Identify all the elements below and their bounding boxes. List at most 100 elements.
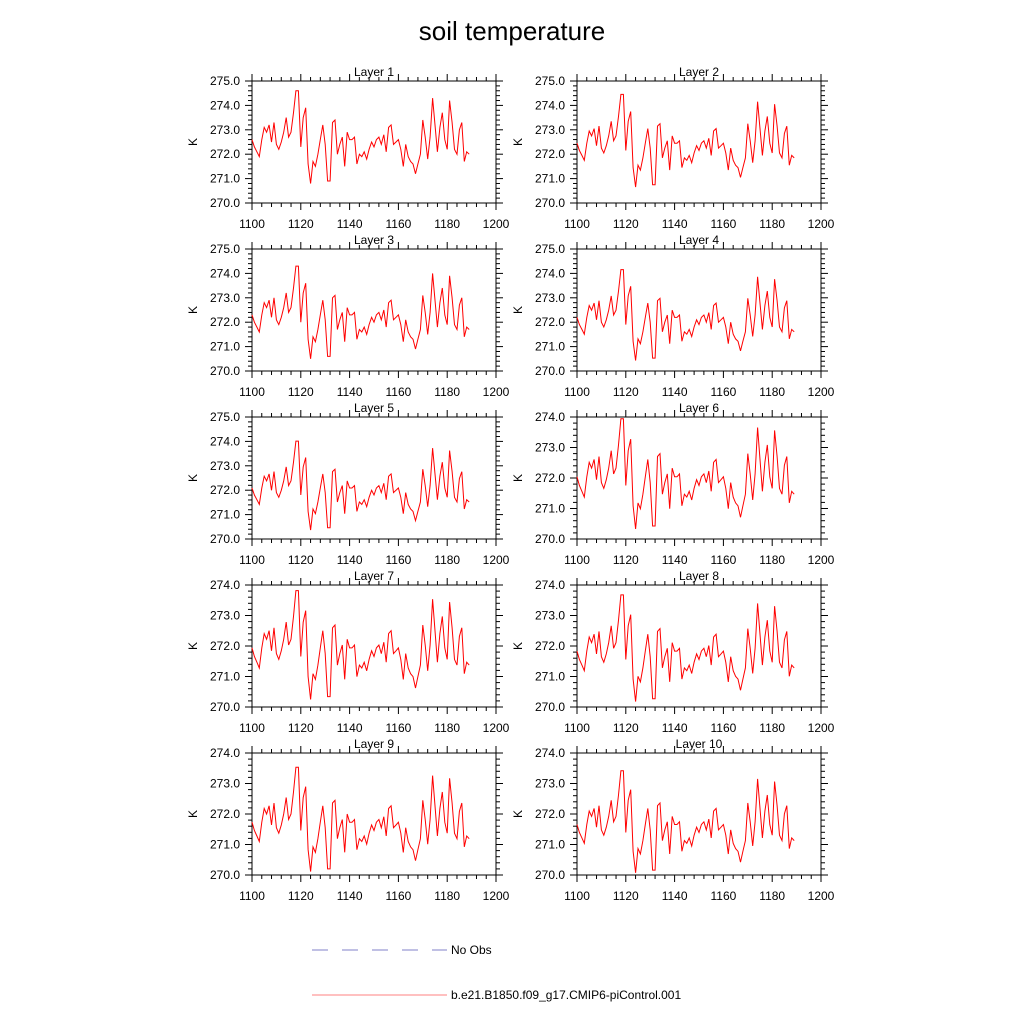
series-line — [576, 93, 795, 188]
y-tick-label: 272.0 — [210, 807, 240, 821]
panel-layer-4: Layer 4 K 270.0 271.0 272.0 273.0 274.0 275.0 11… — [511, 233, 835, 399]
y-axis-label: K — [511, 306, 525, 314]
x-tick-label: 1180 — [759, 217, 785, 231]
y-tick-label: 273.0 — [535, 291, 565, 305]
x-tick-label: 1100 — [564, 217, 590, 231]
y-tick-label: 272.0 — [210, 639, 240, 653]
y-axis-label: K — [186, 810, 200, 818]
panel-layer-6: Layer 6 K 270.0 271.0 272.0 273.0 274.0 1100 112… — [511, 401, 835, 567]
y-tick-label: 273.0 — [210, 777, 240, 791]
y-axis-label: K — [186, 306, 200, 314]
x-tick-label: 1160 — [710, 217, 736, 231]
x-tick-label: 1200 — [483, 217, 510, 231]
y-tick-label: 270.0 — [535, 700, 565, 714]
plot-frame — [576, 248, 822, 372]
y-tick-label: 275.0 — [210, 242, 240, 256]
x-tick-label: 1120 — [288, 889, 314, 903]
x-tick-label: 1160 — [710, 721, 736, 735]
x-tick-label: 1200 — [808, 721, 835, 735]
y-tick-label: 270.0 — [210, 196, 240, 210]
y-tick-label: 275.0 — [535, 242, 565, 256]
figure-title: soil temperature — [419, 16, 605, 46]
x-tick-label: 1100 — [239, 553, 265, 567]
x-tick-label: 1100 — [564, 553, 590, 567]
y-axis-label: K — [511, 642, 525, 650]
panel-layer-7: Layer 7 K 270.0 271.0 272.0 273.0 274.0 1100 112… — [186, 569, 510, 735]
x-tick-label: 1160 — [385, 889, 411, 903]
y-tick-label: 270.0 — [210, 364, 240, 378]
x-tick-label: 1200 — [483, 553, 510, 567]
x-tick-label: 1160 — [385, 721, 411, 735]
y-tick-label: 270.0 — [210, 532, 240, 546]
y-tick-label: 272.0 — [535, 807, 565, 821]
panel-title: Layer 8 — [679, 569, 719, 583]
y-tick-label: 275.0 — [210, 74, 240, 88]
x-tick-label: 1100 — [239, 721, 265, 735]
panel-layer-10: Layer 10 K 270.0 271.0 272.0 273.0 274.0 1100 11… — [511, 737, 835, 903]
x-tick-label: 1140 — [337, 553, 363, 567]
panel-title: Layer 9 — [354, 737, 394, 751]
panel-title: Layer 7 — [354, 569, 394, 583]
plot-frame — [576, 416, 822, 540]
x-tick-label: 1200 — [808, 385, 835, 399]
x-tick-label: 1120 — [613, 553, 639, 567]
x-tick-label: 1100 — [564, 889, 590, 903]
legend-label-model: b.e21.B1850.f09_g17.CMIP6-piControl.001 — [451, 988, 681, 1002]
x-tick-label: 1180 — [759, 385, 785, 399]
x-tick-label: 1140 — [337, 889, 363, 903]
panel-title: Layer 3 — [354, 233, 394, 247]
y-tick-label: 273.0 — [535, 123, 565, 137]
y-tick-label: 274.0 — [210, 434, 240, 448]
y-tick-label: 274.0 — [210, 266, 240, 280]
y-tick-label: 273.0 — [210, 459, 240, 473]
x-tick-label: 1140 — [662, 721, 688, 735]
x-tick-label: 1120 — [613, 217, 639, 231]
y-tick-label: 275.0 — [535, 74, 565, 88]
x-tick-label: 1100 — [239, 889, 265, 903]
x-tick-label: 1160 — [710, 553, 736, 567]
x-tick-label: 1140 — [337, 217, 363, 231]
y-tick-label: 271.0 — [210, 670, 240, 684]
legend-label-no-obs: No Obs — [451, 943, 492, 957]
y-axis-label: K — [511, 474, 525, 482]
y-tick-label: 272.0 — [535, 315, 565, 329]
x-tick-label: 1160 — [385, 553, 411, 567]
y-tick-label: 272.0 — [535, 147, 565, 161]
x-tick-label: 1140 — [337, 385, 363, 399]
y-tick-label: 270.0 — [535, 868, 565, 882]
x-tick-label: 1120 — [288, 385, 314, 399]
plot-frame — [251, 416, 497, 540]
x-tick-label: 1180 — [434, 385, 460, 399]
y-axis-label: K — [186, 138, 200, 146]
x-tick-label: 1180 — [759, 721, 785, 735]
x-tick-label: 1120 — [613, 889, 639, 903]
plot-frame — [251, 584, 497, 708]
panel-title: Layer 5 — [354, 401, 394, 415]
x-tick-label: 1200 — [483, 385, 510, 399]
y-tick-label: 273.0 — [535, 441, 565, 455]
series-line — [251, 440, 470, 531]
y-tick-label: 271.0 — [210, 172, 240, 186]
y-tick-label: 272.0 — [210, 483, 240, 497]
x-tick-label: 1200 — [808, 217, 835, 231]
series-line — [576, 770, 795, 873]
y-axis-label: K — [511, 138, 525, 146]
y-tick-label: 272.0 — [210, 315, 240, 329]
y-tick-label: 270.0 — [210, 868, 240, 882]
y-tick-label: 273.0 — [210, 123, 240, 137]
panel-title: Layer 1 — [354, 65, 394, 79]
y-axis-label: K — [511, 810, 525, 818]
x-tick-label: 1180 — [434, 889, 460, 903]
x-tick-label: 1140 — [662, 553, 688, 567]
series-line — [251, 766, 470, 872]
y-tick-label: 274.0 — [210, 98, 240, 112]
panel-title: Layer 6 — [679, 401, 719, 415]
x-tick-label: 1180 — [434, 553, 460, 567]
y-axis-label: K — [186, 642, 200, 650]
y-tick-label: 274.0 — [535, 746, 565, 760]
panel-title: Layer 10 — [676, 737, 723, 751]
panel-layer-1: Layer 1 K 270.0 271.0 272.0 273.0 274.0 275.0 11… — [186, 65, 510, 231]
y-tick-label: 271.0 — [210, 838, 240, 852]
series-line — [251, 90, 470, 184]
